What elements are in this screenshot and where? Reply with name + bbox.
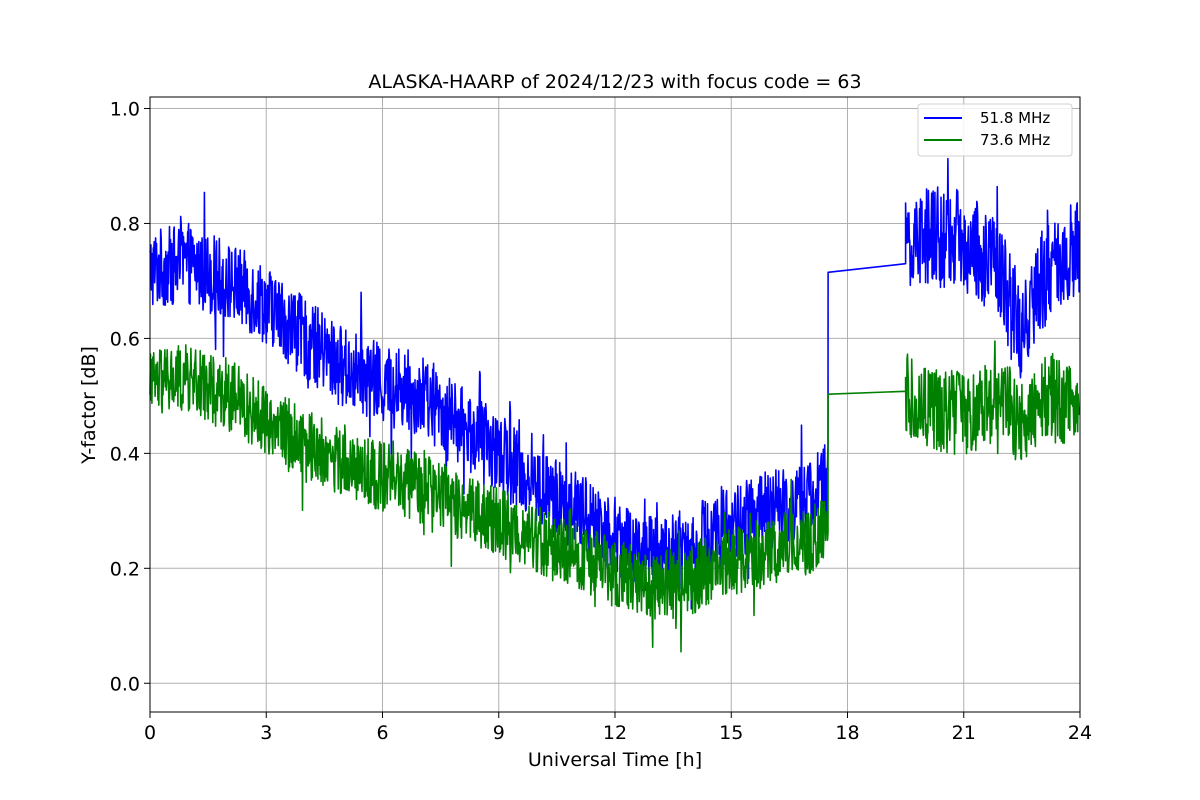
y-tick-label: 0.6: [110, 328, 140, 350]
x-tick-label: 0: [144, 722, 156, 744]
x-axis: 0 3 6 9 12 15 18 21 24: [144, 712, 1092, 744]
y-tick-label: 0.4: [110, 443, 140, 465]
x-tick-label: 3: [260, 722, 272, 744]
y-tick-label: 0.2: [110, 558, 140, 580]
x-tick-label: 12: [603, 722, 627, 744]
chart-title: ALASKA-HAARP of 2024/12/23 with focus co…: [368, 71, 861, 93]
x-tick-label: 21: [952, 722, 976, 744]
legend-label: 73.6 MHz: [980, 131, 1050, 149]
x-tick-label: 24: [1068, 722, 1092, 744]
legend: 51.8 MHz 73.6 MHz: [917, 103, 1073, 157]
y-tick-label: 0.0: [110, 673, 140, 695]
series-line: [149, 340, 1080, 653]
x-tick-label: 15: [719, 722, 743, 744]
x-tick-label: 6: [376, 722, 388, 744]
x-tick-label: 18: [835, 722, 859, 744]
x-axis-label: Universal Time [h]: [528, 749, 702, 771]
series-line: [149, 157, 1081, 610]
legend-label: 51.8 MHz: [980, 109, 1050, 127]
y-axis: 0.0 0.2 0.4 0.6 0.8 1.0: [110, 98, 150, 695]
y-axis-label: Y-factor [dB]: [78, 346, 100, 465]
y-tick-label: 0.8: [110, 213, 140, 235]
x-tick-label: 9: [493, 722, 505, 744]
y-tick-label: 1.0: [110, 98, 140, 120]
series-layer: [149, 157, 1081, 653]
